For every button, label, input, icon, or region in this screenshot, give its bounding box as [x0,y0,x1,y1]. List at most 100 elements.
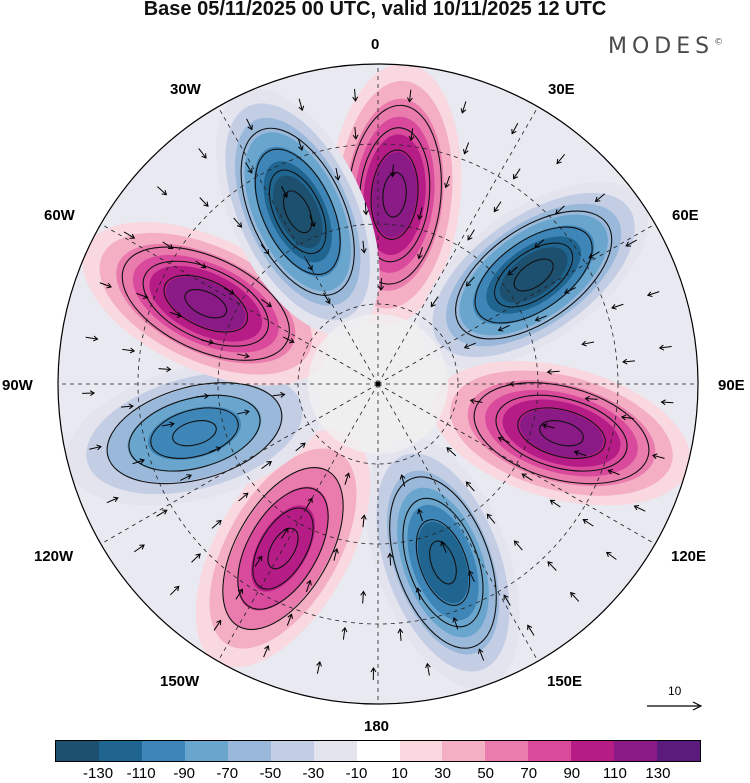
map-border [57,63,699,705]
wind-arrow [282,336,295,344]
wind-arrow [235,588,243,600]
anomaly-contour [251,505,315,592]
wind-arrow [360,590,367,604]
streamline [455,210,613,340]
wind-arrow [521,473,533,481]
wind-arrow [549,499,561,508]
wind-arrow [611,303,624,310]
meridian [217,383,379,662]
colorbar-swatch [184,741,228,761]
wind-arrow [555,205,565,215]
negative-anomaly [419,181,649,369]
colorbar-swatch [614,741,658,761]
wind-arrow [513,168,521,180]
colorbar-tick-label: -10 [345,765,368,782]
wind-arrow [406,89,413,103]
wind-arrow [605,551,617,560]
wind-arrow [588,251,600,259]
wind-arrow [352,88,359,102]
streamline [389,476,497,649]
streamline [142,260,270,347]
wind-arrow [198,148,207,159]
wind-arrow [444,175,451,189]
meridian [377,223,656,385]
wind-arrow [513,540,523,551]
colorbar-tick-label: 10 [391,765,408,782]
wind-arrow [246,118,253,131]
streamline [474,226,593,324]
streamline [382,171,407,218]
wind-arrow [507,266,518,276]
reference-vector-label: 10 [668,684,682,698]
wind-arrow [201,339,214,345]
colorbar-swatch [98,741,142,761]
wind-arrow [570,591,580,602]
wind-arrow [460,101,467,114]
colorbar [55,740,701,762]
streamline [240,127,355,296]
colorbar-swatch [313,741,357,761]
colorbar-tick-label: -110 [126,765,156,782]
streamline [473,382,650,485]
wind-arrow [213,619,222,631]
wind-arrow [486,513,496,524]
lon-label-60e: 60E [672,207,699,224]
wind-arrow [82,390,96,397]
wind-arrow [468,570,475,582]
wind-arrow [622,358,636,365]
wind-arrow [260,244,270,255]
wind-arrow [158,366,172,373]
colorbar-tick-label: 50 [477,765,494,782]
wind-arrow [123,231,136,239]
wind-arrow [281,186,288,198]
wind-arrow [625,239,637,247]
wind-arrow [527,624,535,636]
lon-label-0: 0 [371,36,380,53]
lon-label-150e: 150E [547,673,583,690]
wind-arrow [341,626,348,640]
wind-arrow [469,398,483,404]
streamline [268,169,327,255]
wind-arrow [180,474,192,481]
wind-arrow [452,617,459,630]
wind-arrow [493,201,502,213]
wind-arrow [209,446,222,453]
wind-arrow [233,217,243,228]
wind-arrow [509,381,522,387]
wind-arrow [254,555,263,567]
colorbar-swatch [485,741,529,761]
wind-arrow [534,239,545,249]
positive-anomaly [432,360,691,506]
streamline [495,394,628,472]
streamline [222,467,344,631]
meridian [377,383,656,545]
lon-label-30w: 30W [170,81,201,98]
wind-arrow [223,287,235,295]
meridian [100,223,379,385]
wind-arrow [463,342,476,349]
lon-label-120w: 120W [34,548,74,565]
wind-arrow [620,414,634,421]
wind-arrow [323,292,331,305]
meridian [377,106,539,385]
colorbar-tick-label: -130 [83,765,114,782]
wind-arrow [85,335,99,342]
wind-arrow [261,298,272,307]
colorbar-swatch [141,741,185,761]
streamline [517,407,606,459]
colorbar-tick-label: 110 [602,765,627,782]
wind-arrow [465,481,475,492]
wind-arrow [297,138,304,151]
wind-arrow [582,519,594,527]
wind-arrow [120,403,134,410]
wind-arrow [245,162,253,174]
anomaly-contour [417,521,469,604]
colorbar-tick-label: 30 [434,765,451,782]
streamline [402,497,484,628]
wind-arrow [286,613,293,626]
wind-arrow [534,315,547,322]
wind-arrow [352,126,359,140]
wind-arrow [387,552,394,566]
wind-arrow [408,128,415,142]
